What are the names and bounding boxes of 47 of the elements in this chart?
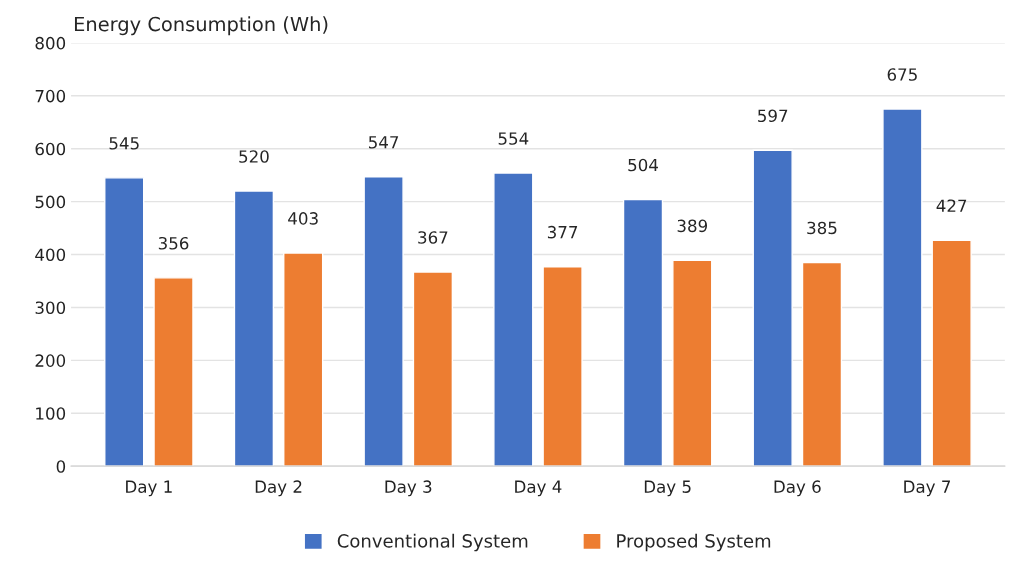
data-label: 403 <box>288 212 318 225</box>
data-label: 385 <box>807 221 837 235</box>
legend-label: Proposed System <box>617 533 771 552</box>
x-tick-label: Day 3 <box>385 480 432 497</box>
bar <box>493 172 534 467</box>
data-label: 520 <box>239 150 269 163</box>
data-label: 356 <box>158 236 189 250</box>
data-label: 554 <box>498 132 529 145</box>
y-tick-label: 300 <box>35 301 66 315</box>
y-tick-label: 400 <box>35 248 66 262</box>
x-tick-label: Day 5 <box>644 480 691 497</box>
y-tick-label: 0 <box>56 460 66 473</box>
data-label: 377 <box>547 225 578 239</box>
data-label: 427 <box>936 199 967 212</box>
x-tick-label: Day 7 <box>904 480 951 497</box>
bar <box>283 252 324 467</box>
bar <box>931 239 972 467</box>
bar <box>363 176 404 467</box>
chart-title: Energy Consumption (Wh) <box>74 16 328 36</box>
data-label: 504 <box>628 158 658 172</box>
y-tick-label: 800 <box>35 36 66 50</box>
x-tick-label: Day 4 <box>515 480 562 497</box>
x-tick-label: Day 2 <box>255 480 302 497</box>
data-label: 547 <box>368 136 399 149</box>
data-label: 597 <box>758 109 788 123</box>
data-label: 675 <box>887 68 917 81</box>
bar <box>104 177 145 467</box>
bar <box>801 261 843 467</box>
legend-label: Conventional System <box>337 533 528 552</box>
data-label: 389 <box>677 219 708 233</box>
bar <box>752 149 793 467</box>
x-tick-label: Day 6 <box>774 480 821 497</box>
data-label: 545 <box>109 137 139 150</box>
y-tick-label: 500 <box>35 195 66 209</box>
x-tick-label: Day 1 <box>126 480 172 497</box>
y-tick-label: 100 <box>36 407 66 420</box>
bar <box>233 190 275 467</box>
y-tick-label: 600 <box>35 142 66 156</box>
y-tick-label: 200 <box>35 354 66 367</box>
y-tick-label: 700 <box>35 89 66 103</box>
bar <box>542 266 583 467</box>
bar <box>153 277 194 467</box>
bar <box>882 108 923 467</box>
data-label: 367 <box>418 231 448 244</box>
bar <box>622 198 664 467</box>
bar <box>412 271 454 467</box>
bar <box>672 259 713 467</box>
